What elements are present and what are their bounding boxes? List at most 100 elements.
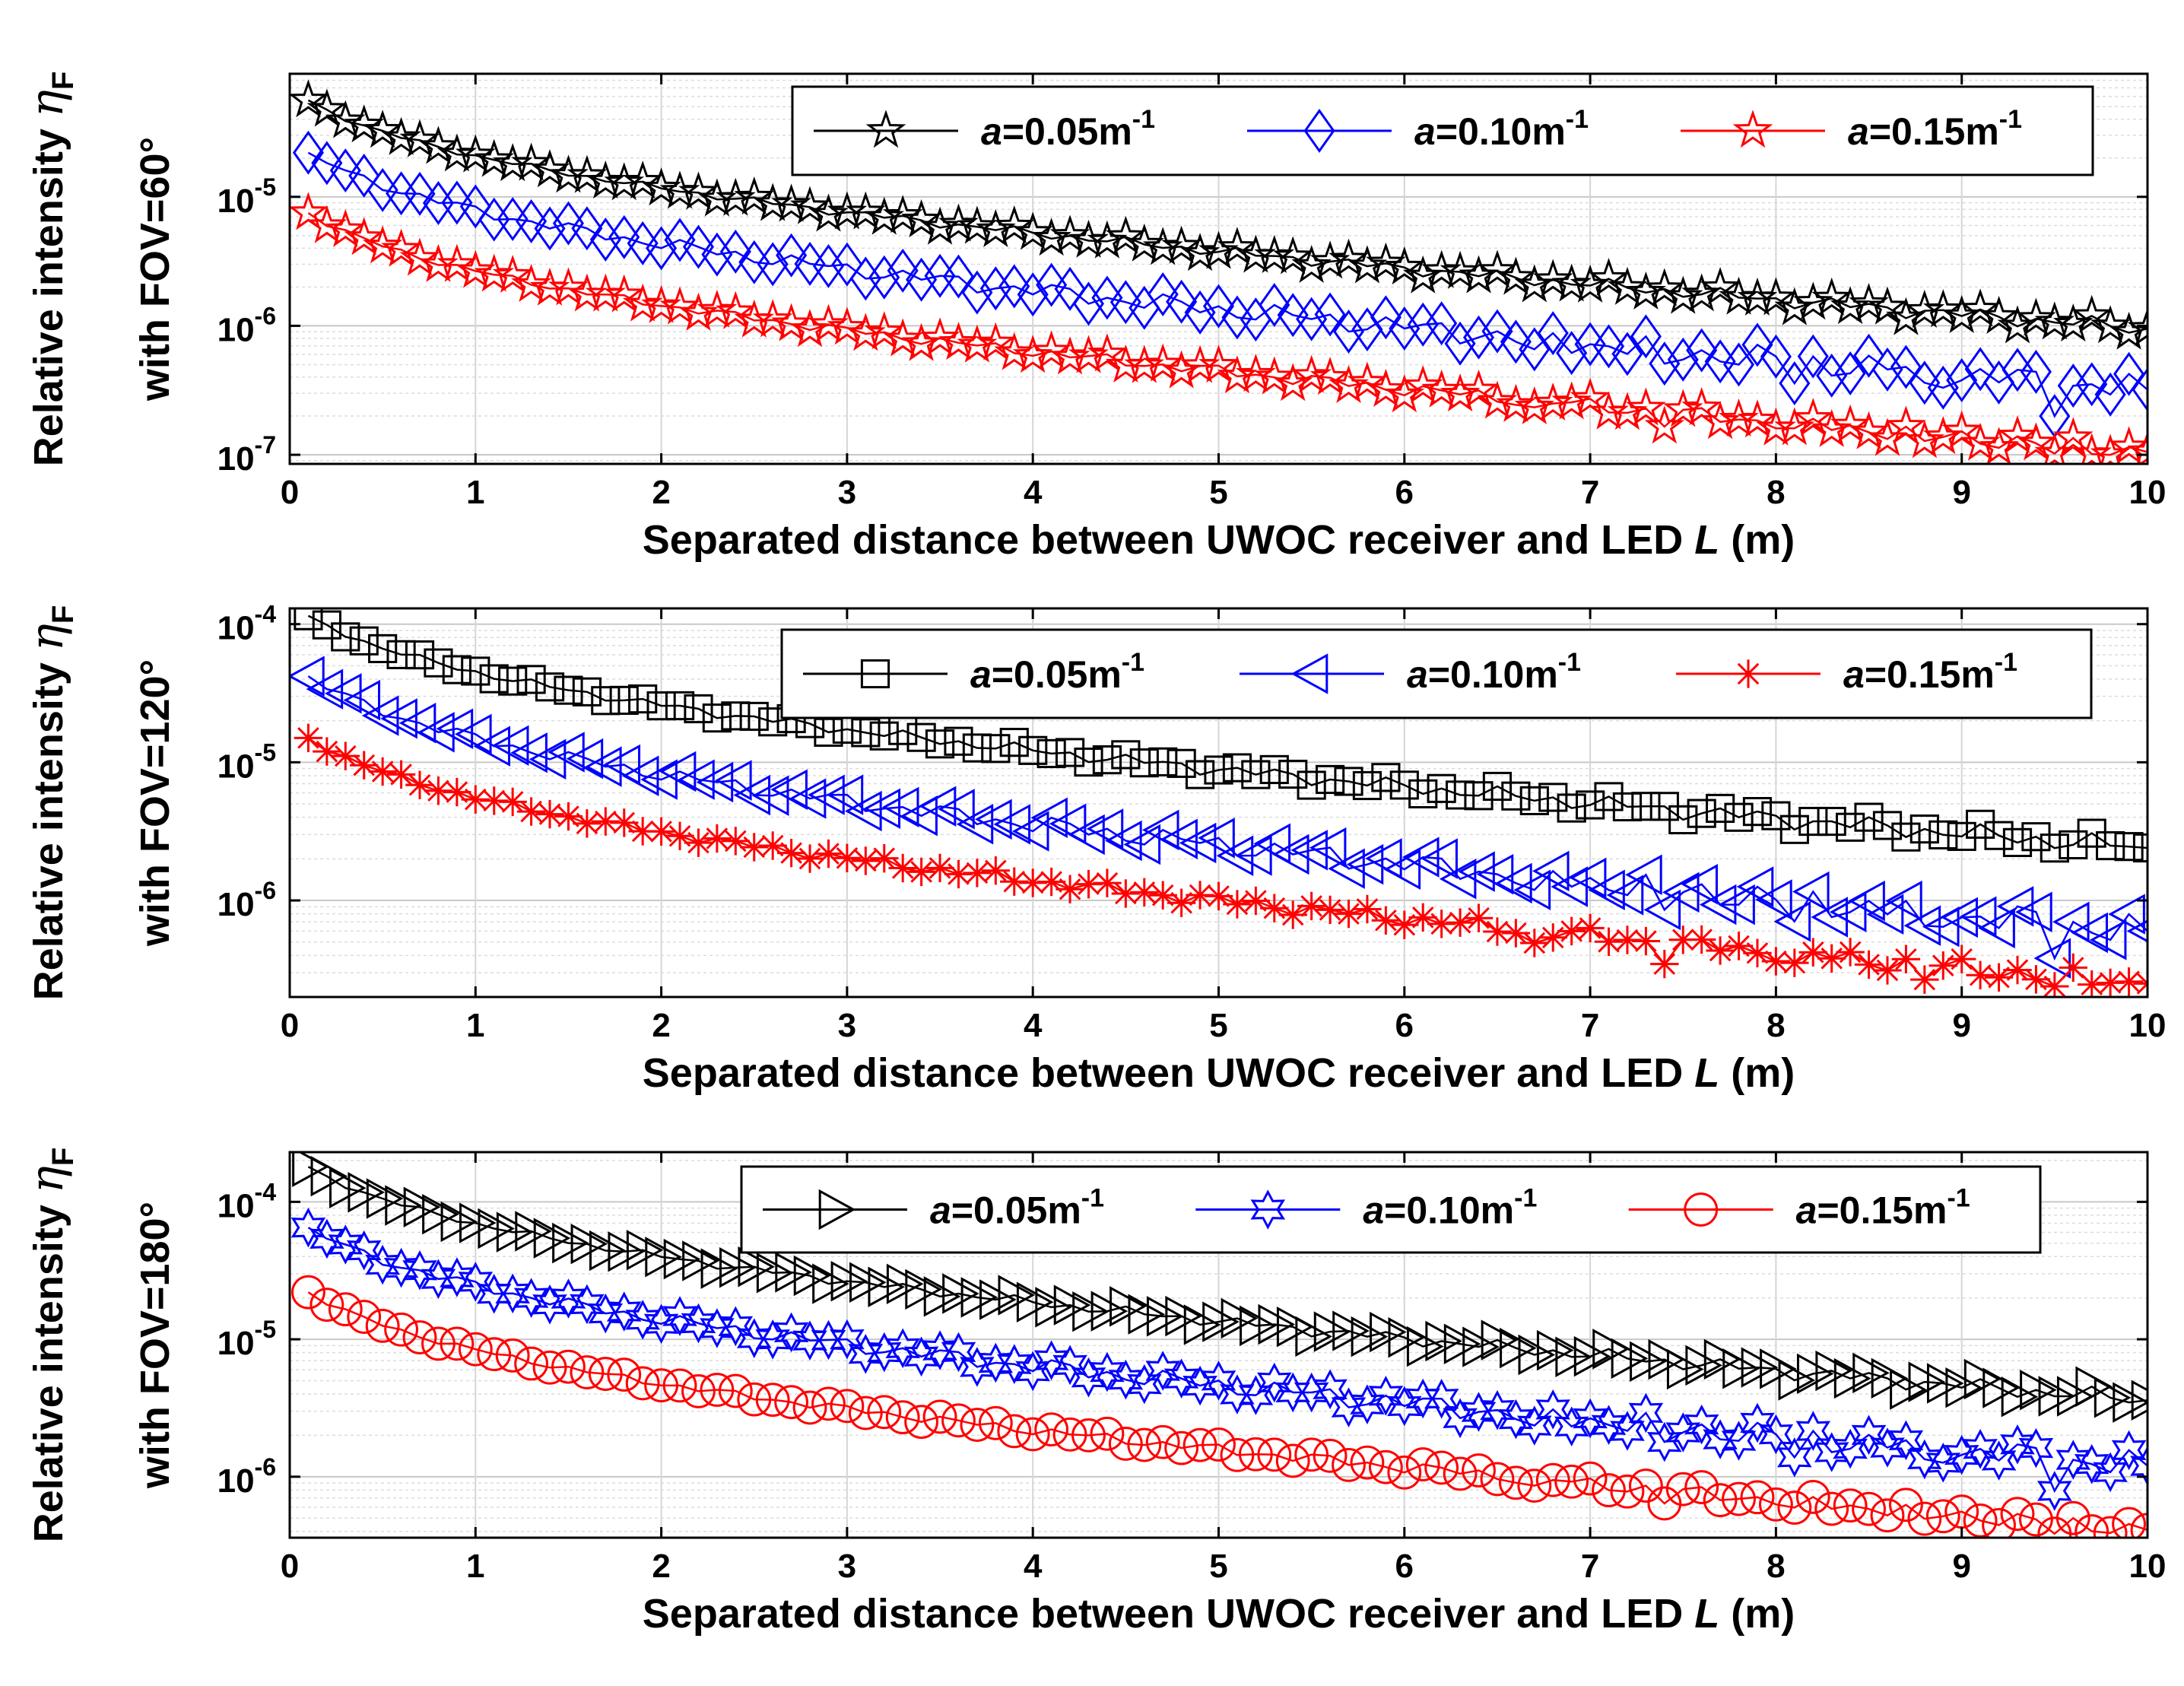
data-point xyxy=(721,701,751,731)
data-point xyxy=(1222,753,1252,783)
data-point xyxy=(734,176,775,215)
data-point xyxy=(455,134,496,173)
data-point xyxy=(1960,288,2001,327)
data-point xyxy=(1459,369,1499,408)
data-point-stroke xyxy=(613,811,636,834)
data-point xyxy=(1198,345,1239,383)
data-point xyxy=(1665,1472,1700,1507)
data-point xyxy=(851,846,881,875)
data-point xyxy=(1551,381,1592,420)
data-point xyxy=(981,734,1011,764)
data-point xyxy=(1347,245,1388,284)
data-point xyxy=(329,1167,367,1208)
data-point xyxy=(1871,1357,1909,1399)
y-axis-label-line2: with FOV=60° xyxy=(132,137,178,402)
data-point xyxy=(1535,1389,1570,1430)
data-point xyxy=(2089,919,2127,960)
data-point-stroke xyxy=(408,773,431,796)
data-point xyxy=(703,824,732,853)
data-point xyxy=(1313,1369,1348,1410)
data-point xyxy=(1592,1329,1630,1370)
data-point xyxy=(1017,272,1049,317)
data-point xyxy=(663,1238,701,1280)
x-tick-label: 5 xyxy=(1209,474,1227,511)
data-point xyxy=(331,741,360,770)
data-point-stroke xyxy=(631,820,654,843)
data-point-stroke xyxy=(1338,903,1360,925)
data-point xyxy=(776,838,806,868)
data-point xyxy=(1649,341,1681,386)
data-point xyxy=(1854,950,1884,980)
data-point xyxy=(773,1312,809,1353)
data-point xyxy=(1610,1474,1645,1509)
data-point xyxy=(1871,347,1903,392)
data-point xyxy=(1854,802,1884,832)
data-point-stroke xyxy=(1783,951,1806,974)
x-tick-label: 8 xyxy=(1767,1548,1785,1585)
data-point xyxy=(532,1284,567,1325)
data-point xyxy=(1611,1338,1649,1380)
data-point xyxy=(771,303,811,341)
data-point xyxy=(290,1207,326,1248)
data-point xyxy=(436,708,474,749)
data-point xyxy=(1851,1415,1887,1456)
data-point xyxy=(645,1237,682,1278)
data-point xyxy=(1295,1316,1332,1357)
data-point xyxy=(998,264,1030,309)
data-point xyxy=(459,184,491,229)
data-point xyxy=(404,171,436,216)
data-point xyxy=(1204,755,1233,785)
data-point xyxy=(1257,1437,1292,1472)
data-point xyxy=(548,267,589,306)
data-point xyxy=(2040,833,2069,863)
x-tick-label: 10 xyxy=(2129,1007,2167,1044)
data-point xyxy=(684,828,713,857)
data-point xyxy=(1777,1437,1812,1478)
data-point xyxy=(1165,1295,1202,1337)
x-tick-label: 6 xyxy=(1395,1007,1414,1044)
data-point xyxy=(2113,351,2145,396)
data-point xyxy=(2040,972,2069,997)
data-point xyxy=(368,757,397,786)
data-point-stroke xyxy=(1281,903,1304,926)
series-a=0.15m-1 xyxy=(294,723,2147,997)
data-point xyxy=(1496,256,1536,295)
data-point xyxy=(812,1263,849,1304)
data-point-stroke xyxy=(1616,929,1639,951)
data-point xyxy=(1123,824,1161,865)
data-point xyxy=(793,1255,831,1297)
data-point-stroke xyxy=(1300,895,1322,917)
data-point xyxy=(347,1300,382,1334)
data-point xyxy=(1068,814,1105,856)
data-point xyxy=(1163,1358,1199,1399)
data-point xyxy=(573,809,602,838)
data-point xyxy=(1182,1427,1217,1462)
data-point xyxy=(570,1223,608,1265)
data-point xyxy=(1797,334,1829,379)
data-point xyxy=(2059,953,2087,983)
data-point xyxy=(368,633,398,664)
data-point xyxy=(2114,832,2144,862)
data-point xyxy=(2113,1382,2147,1423)
data-point xyxy=(1814,1491,1849,1526)
data-point xyxy=(1130,878,1159,907)
data-point xyxy=(1147,272,1179,317)
data-point xyxy=(1297,770,1326,800)
data-point xyxy=(1350,1445,1385,1480)
data-point xyxy=(1483,917,1512,946)
data-point xyxy=(1681,864,1718,905)
data-point xyxy=(2096,830,2125,861)
data-point xyxy=(1829,891,1867,932)
data-point xyxy=(1594,782,1624,811)
data-point xyxy=(1427,773,1456,803)
data-point xyxy=(905,1268,942,1310)
data-point xyxy=(1628,1469,1663,1503)
data-point xyxy=(1814,1432,1849,1472)
data-point xyxy=(1535,1462,1570,1497)
data-point xyxy=(960,1347,995,1387)
data-point xyxy=(1183,1304,1221,1345)
data-point xyxy=(1798,806,1828,837)
data-point xyxy=(1925,1442,1961,1483)
data-point xyxy=(1388,1317,1426,1358)
data-point xyxy=(1668,805,1698,835)
